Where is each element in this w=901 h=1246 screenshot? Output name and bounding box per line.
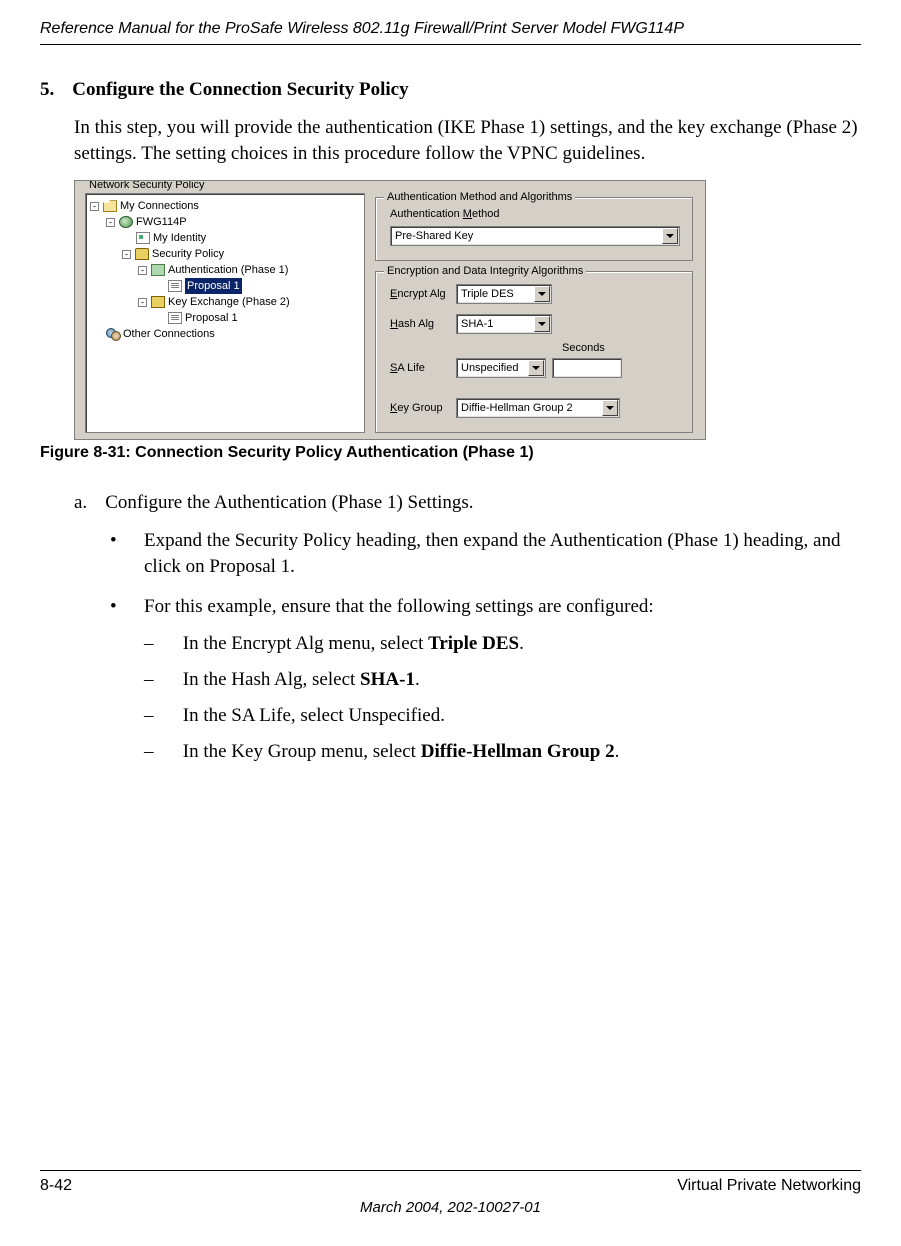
step-heading: 5. Configure the Connection Security Poli… — [40, 79, 861, 101]
chevron-down-icon[interactable] — [602, 400, 618, 416]
collapse-icon[interactable]: - — [122, 250, 131, 259]
combo-value: Pre-Shared Key — [395, 230, 473, 242]
proposal-icon — [168, 280, 182, 292]
tree-label: FWG114P — [136, 214, 187, 230]
running-header: Reference Manual for the ProSafe Wireles… — [40, 20, 861, 44]
seconds-label: Seconds — [562, 342, 605, 354]
other-connections-icon — [106, 328, 120, 340]
figure-caption: Figure 8-31: Connection Security Policy … — [40, 444, 861, 462]
dash-item: In the Hash Alg, select SHA-1. — [144, 669, 861, 691]
key-icon — [151, 296, 165, 308]
identity-icon — [136, 232, 150, 244]
hash-alg-label: Hash Alg — [390, 318, 434, 330]
chevron-down-icon[interactable] — [534, 316, 550, 332]
footer-rule — [40, 1170, 861, 1171]
tree-auth-phase1[interactable]: - Authentication (Phase 1) — [88, 262, 362, 278]
section-title: Virtual Private Networking — [677, 1177, 861, 1195]
tree-other-connections[interactable]: Other Connections — [88, 326, 362, 342]
auth-icon — [151, 264, 165, 276]
sa-life-combo[interactable]: Unspecified — [456, 358, 546, 378]
collapse-icon[interactable]: - — [138, 266, 147, 275]
header-rule — [40, 44, 861, 45]
combo-value: Triple DES — [461, 288, 514, 300]
screenshot-figure: Network Security Policy - My Connections… — [74, 180, 706, 440]
step-title: Configure the Connection Security Policy — [72, 79, 408, 100]
key-group-label: Key Group — [390, 402, 443, 414]
sa-life-label: SA Life — [390, 362, 425, 374]
substep-letter: a. — [74, 492, 87, 513]
groupbox-cut-label: Network Security Policy — [85, 180, 209, 191]
chevron-down-icon[interactable] — [534, 286, 550, 302]
page-number: 8-42 — [40, 1177, 72, 1195]
step-number: 5. — [40, 79, 54, 100]
substep-text: Configure the Authentication (Phase 1) S… — [105, 492, 473, 513]
tree-my-connections[interactable]: - My Connections — [88, 198, 362, 214]
tree-proposal1-selected[interactable]: Proposal 1 — [88, 278, 362, 294]
tree-label: Security Policy — [152, 246, 224, 262]
combo-value: Diffie-Hellman Group 2 — [461, 402, 573, 414]
connection-icon — [119, 216, 133, 228]
lock-icon — [135, 248, 149, 260]
collapse-icon[interactable]: - — [90, 202, 99, 211]
page-footer: 8-42 Virtual Private Networking March 20… — [40, 1170, 861, 1216]
tree-label: Authentication (Phase 1) — [168, 262, 288, 278]
auth-method-group: Authentication Method and Algorithms Aut… — [375, 197, 693, 261]
tree-my-identity[interactable]: My Identity — [88, 230, 362, 246]
tree-label: Key Exchange (Phase 2) — [168, 294, 290, 310]
tree-proposal1-b[interactable]: Proposal 1 — [88, 310, 362, 326]
tree-view[interactable]: - My Connections - FWG114P My Identity -… — [85, 193, 365, 433]
chevron-down-icon[interactable] — [528, 360, 544, 376]
hash-alg-combo[interactable]: SHA-1 — [456, 314, 552, 334]
combo-value: Unspecified — [461, 362, 518, 374]
group-legend: Encryption and Data Integrity Algorithms — [384, 265, 586, 277]
tree-key-exchange[interactable]: - Key Exchange (Phase 2) — [88, 294, 362, 310]
proposal-icon — [168, 312, 182, 324]
tree-label: Proposal 1 — [185, 310, 238, 326]
group-legend: Authentication Method and Algorithms — [384, 191, 575, 203]
tree-fwg[interactable]: - FWG114P — [88, 214, 362, 230]
tree-label: My Identity — [153, 230, 206, 246]
bullet-item: For this example, ensure that the follow… — [110, 594, 861, 620]
auth-method-label: Authentication Method — [390, 208, 499, 220]
collapse-icon[interactable]: - — [106, 218, 115, 227]
auth-method-combo[interactable]: Pre-Shared Key — [390, 226, 680, 246]
chevron-down-icon[interactable] — [662, 228, 678, 244]
tree-security-policy[interactable]: - Security Policy — [88, 246, 362, 262]
tree-label: My Connections — [120, 198, 199, 214]
step-intro: In this step, you will provide the authe… — [74, 115, 861, 166]
collapse-icon[interactable]: - — [138, 298, 147, 307]
bullet-item: Expand the Security Policy heading, then… — [110, 528, 861, 579]
dash-item: In the SA Life, select Unspecified. — [144, 705, 861, 727]
right-pane: Authentication Method and Algorithms Aut… — [375, 193, 695, 431]
substep-a: a. Configure the Authentication (Phase 1)… — [74, 492, 861, 514]
sa-life-seconds-input[interactable] — [552, 358, 622, 378]
encryption-group: Encryption and Data Integrity Algorithms… — [375, 271, 693, 433]
dash-item: In the Encrypt Alg menu, select Triple D… — [144, 633, 861, 655]
encrypt-alg-combo[interactable]: Triple DES — [456, 284, 552, 304]
key-group-combo[interactable]: Diffie-Hellman Group 2 — [456, 398, 620, 418]
dash-item: In the Key Group menu, select Diffie-Hel… — [144, 741, 861, 763]
encrypt-alg-label: Encrypt Alg — [390, 288, 446, 300]
tree-label: Other Connections — [123, 326, 215, 342]
footer-date: March 2004, 202-10027-01 — [40, 1199, 861, 1216]
combo-value: SHA-1 — [461, 318, 493, 330]
tree-label-selected: Proposal 1 — [185, 278, 242, 294]
folder-icon — [103, 200, 117, 212]
